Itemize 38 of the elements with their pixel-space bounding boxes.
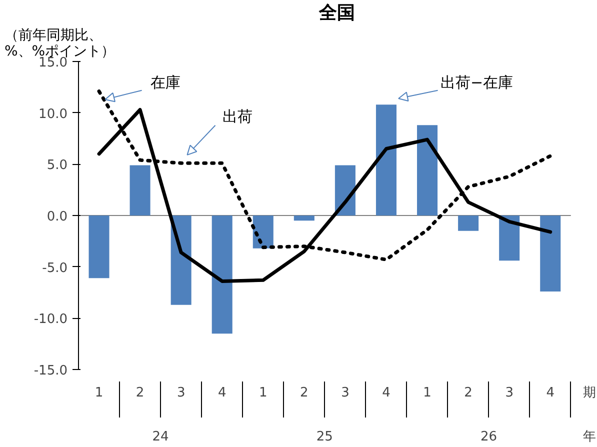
x-tick-label: 3 [176,386,186,400]
text: 期 [582,386,596,400]
text: 25 [316,430,333,444]
x-tick-label: 2 [464,386,472,400]
text: 出荷−在庫 [440,74,514,92]
bar [540,216,561,292]
text: 24 [152,430,169,444]
bar [294,216,314,221]
y-tick-label: 15.0 [38,56,68,70]
bar [376,104,396,216]
x-tick-label: 2 [300,386,308,400]
x-tick-label: 1 [423,386,432,400]
bar [212,216,232,334]
y-tick-label: 10.0 [38,106,68,122]
x-tick-label: 3 [341,386,350,400]
chart-title: 全国 [318,2,355,24]
y-tick-label: 5.0 [46,158,68,174]
bar [417,125,438,216]
y-tick-label: -5.0 [42,260,68,276]
x-tick-label: 1 [259,386,268,400]
bar [458,216,479,231]
text: 年 [582,430,596,444]
x-tick-label: 4 [546,386,555,400]
bar [499,216,520,261]
series-label: 在庫 [150,74,180,92]
text: 出荷 [222,108,252,126]
x-tick-label: 4 [218,386,226,400]
x-tick-label: 1 [94,386,104,400]
bar [170,216,192,305]
bar [130,165,150,216]
x-tick-label: 4 [382,386,390,400]
x-tick-label: 3 [505,386,514,400]
y-tick-label: -15.0 [34,364,68,378]
y-tick-label: 0.0 [46,210,68,224]
x-tick-label: 2 [136,386,144,400]
y-tick-label: -10.0 [34,312,68,328]
bar [88,216,110,278]
text: 26 [480,430,498,444]
